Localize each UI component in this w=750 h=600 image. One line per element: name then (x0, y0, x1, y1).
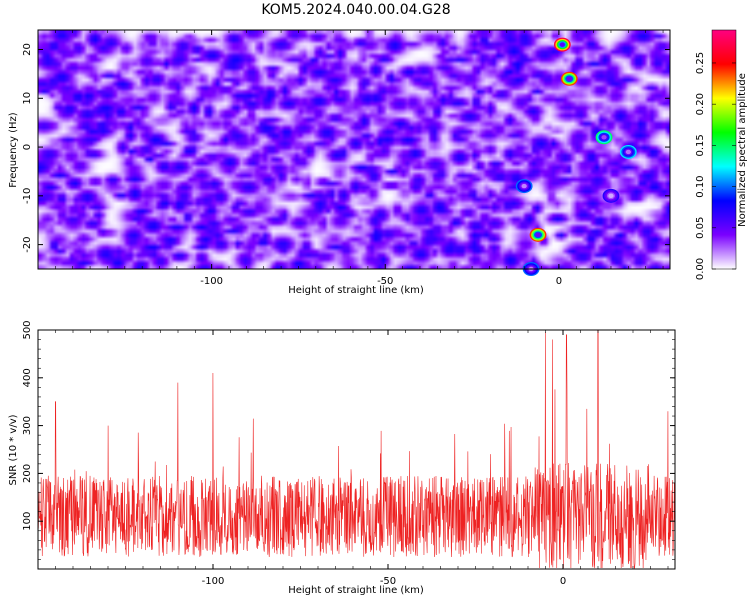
hotspot-ring (535, 232, 541, 238)
y-tick-label: 100 (22, 512, 33, 531)
hotspot-0 (553, 37, 571, 52)
x-tick-label: 0 (560, 576, 566, 587)
colorbar-tick-label: 0.10 (695, 175, 706, 197)
y-tick-label: 200 (22, 464, 33, 483)
colorbar-tick-label: 0.00 (695, 258, 706, 280)
hotspot-2 (529, 227, 547, 242)
spectrogram-xlabel: Height of straight line (km) (288, 285, 424, 296)
y-tick-label: 0 (22, 144, 33, 150)
y-tick-label: 10 (22, 92, 33, 105)
x-tick-label: -50 (380, 576, 396, 587)
x-tick-label: 0 (556, 276, 562, 287)
hotspot-ring (625, 149, 631, 155)
spectrogram-frame (37, 29, 671, 270)
snr-frame (37, 329, 676, 570)
colorbar-gradient (711, 29, 737, 270)
colorbar: 0.00 0.05 0.10 0.15 0.20 0.25 Normalized spec… (695, 29, 748, 280)
hotspot-7 (602, 188, 620, 203)
hotspot-3 (595, 130, 613, 145)
spectrogram-x-ticks: -100 -50 0 (37, 30, 664, 287)
hotspot-1 (560, 71, 578, 86)
hotspot-ring (559, 42, 565, 47)
snr-panel: -100 -50 0 100 200 300 400 500 Height of strai… (8, 320, 676, 596)
x-tick-label: -50 (377, 276, 393, 287)
snr-xlabel: Height of straight line (km) (288, 585, 424, 596)
colorbar-ticks: 0.00 0.05 0.10 0.15 0.20 0.25 (695, 52, 736, 280)
figure-title: KOM5.2024.040.00.04.G28 (261, 2, 450, 18)
y-tick-label: 400 (22, 368, 33, 387)
snr-x-ticks: -100 -50 0 (37, 330, 669, 587)
hotspot-4 (619, 144, 637, 159)
colorbar-tick-label: 0.20 (695, 93, 706, 115)
hotspot-ring (521, 183, 527, 189)
y-tick-label: -20 (22, 236, 33, 252)
hotspot-layer (515, 37, 637, 276)
snr-series-line (37, 329, 676, 569)
colorbar-tick-label: 0.05 (695, 217, 706, 239)
y-tick-label: 300 (22, 416, 33, 435)
hotspot-ring (601, 135, 607, 140)
y-tick-label: 20 (22, 43, 33, 56)
colorbar-label: Normalized spectral amplitude (737, 73, 748, 227)
y-tick-label: 500 (22, 320, 33, 339)
y-tick-label: -10 (22, 188, 33, 204)
colorbar-tick-label: 0.15 (695, 134, 706, 156)
x-tick-label: -100 (200, 276, 223, 287)
spectrogram-heatmap (38, 30, 670, 269)
hotspot-5 (515, 179, 533, 194)
x-tick-label: -100 (202, 576, 225, 587)
hotspot-ring (608, 193, 614, 199)
colorbar-tick-label: 0.25 (695, 52, 706, 74)
hotspot-ring (566, 76, 572, 81)
spectrogram-y-ticks: 20 10 0 -10 -20 (22, 43, 670, 253)
snr-y-ticks: 100 200 300 400 500 (22, 320, 675, 570)
spectrogram-ylabel: Frequency (Hz) (8, 112, 19, 188)
spectrogram-panel: -100 -50 0 20 10 0 -10 -20 Height of straight … (8, 29, 671, 296)
snr-ylabel: SNR (10 * v/v) (8, 414, 19, 485)
